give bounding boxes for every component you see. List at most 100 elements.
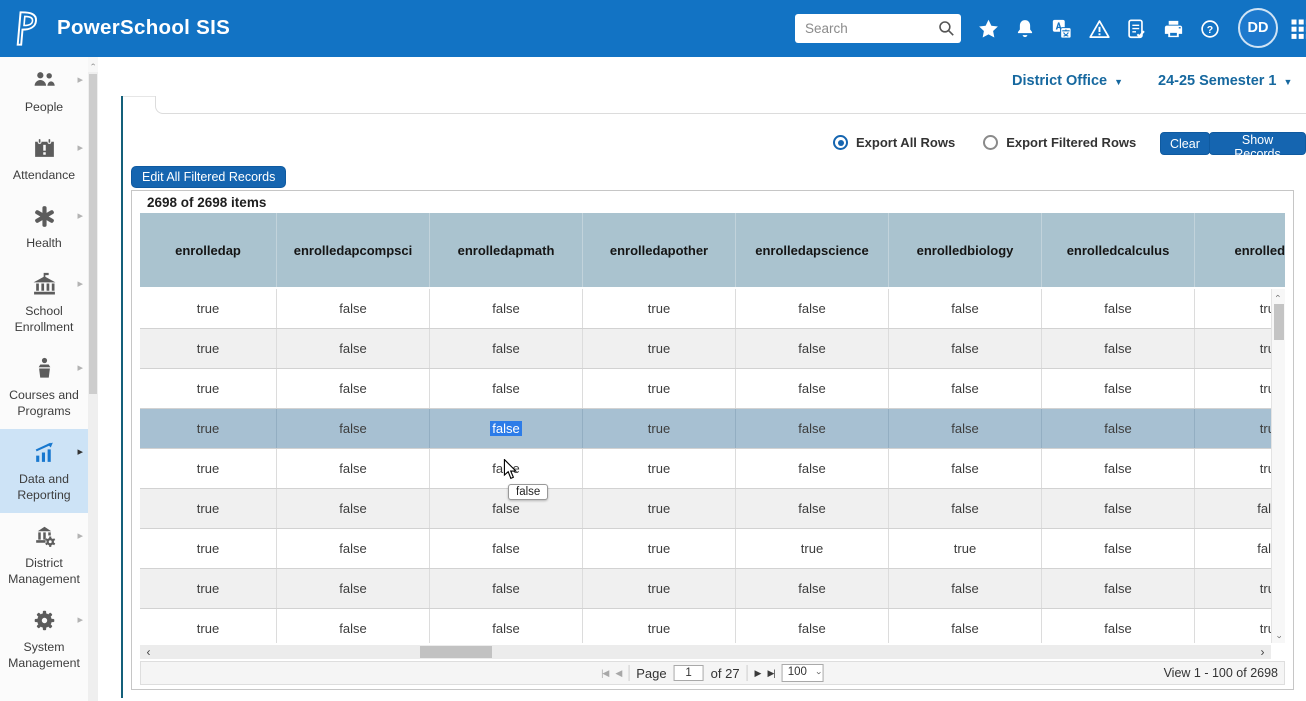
table-cell[interactable]: false xyxy=(1195,529,1271,568)
export-all-rows-radio[interactable]: Export All Rows xyxy=(833,135,955,150)
table-cell[interactable]: false xyxy=(277,609,430,643)
table-cell[interactable]: false xyxy=(430,529,583,568)
notifications-bell-icon[interactable] xyxy=(1013,16,1037,42)
scroll-down-icon[interactable]: ‹ xyxy=(1273,635,1284,638)
table-cell[interactable]: false xyxy=(1042,449,1195,488)
table-cell[interactable]: false xyxy=(430,369,583,408)
table-row[interactable]: truefalsefalsetruefalsefalsefalsetrue xyxy=(140,329,1271,369)
table-cell[interactable]: false xyxy=(277,289,430,328)
sidebar-item-school-enrollment[interactable]: ▸ School Enrollment xyxy=(0,261,88,345)
table-row[interactable]: truefalsefalsetruefalsefalsefalsetrue xyxy=(140,289,1271,329)
table-row[interactable]: truefalsefalsetruefalsefalsefalsetrue xyxy=(140,409,1271,449)
table-cell[interactable]: false xyxy=(736,449,889,488)
table-cell[interactable]: true xyxy=(140,489,277,528)
edit-all-filtered-records-button[interactable]: Edit All Filtered Records xyxy=(131,166,287,188)
favorites-star-icon[interactable] xyxy=(976,16,1000,42)
table-cell[interactable]: true xyxy=(583,289,736,328)
table-cell[interactable]: false xyxy=(277,489,430,528)
table-cell[interactable]: false xyxy=(889,609,1042,643)
column-header-enrolledap[interactable]: enrolledap xyxy=(140,213,277,287)
table-cell[interactable]: false xyxy=(736,609,889,643)
table-cell[interactable]: false xyxy=(889,569,1042,608)
table-cell[interactable]: true xyxy=(140,609,277,643)
table-cell[interactable]: true xyxy=(583,529,736,568)
table-cell[interactable]: false xyxy=(1042,289,1195,328)
table-cell[interactable]: false xyxy=(736,329,889,368)
scroll-up-icon[interactable]: ‹ xyxy=(1273,294,1284,297)
table-row[interactable]: truefalsefalsetruetruetruefalsefalse xyxy=(140,529,1271,569)
table-cell[interactable]: false xyxy=(1042,489,1195,528)
sidebar-item-district-management[interactable]: ▸ District Management xyxy=(0,513,88,597)
table-cell[interactable]: true xyxy=(140,369,277,408)
next-page-button[interactable]: ▶ xyxy=(754,667,762,678)
grid-vertical-scrollbar[interactable]: ‹ ‹ xyxy=(1271,289,1285,643)
table-cell[interactable]: false xyxy=(277,329,430,368)
table-cell[interactable]: true xyxy=(140,449,277,488)
table-cell[interactable]: false xyxy=(736,569,889,608)
column-header-enrolledche[interactable]: enrolledche xyxy=(1195,213,1285,287)
radio-unselected-icon[interactable] xyxy=(983,135,999,150)
table-cell[interactable]: true xyxy=(583,489,736,528)
table-cell[interactable]: false xyxy=(430,609,583,643)
table-cell[interactable]: false xyxy=(430,289,583,328)
translate-icon[interactable] xyxy=(1050,16,1074,42)
table-cell[interactable]: false xyxy=(889,449,1042,488)
table-cell[interactable]: true xyxy=(583,409,736,448)
table-row[interactable]: truefalsefalsetruefalsefalsefalsetrue xyxy=(140,569,1271,609)
apps-grid-icon[interactable] xyxy=(1289,17,1306,46)
radio-selected-icon[interactable] xyxy=(833,135,848,150)
horizontal-scrollbar-thumb[interactable] xyxy=(420,646,492,658)
table-cell[interactable]: true xyxy=(140,329,277,368)
table-cell[interactable]: false xyxy=(1042,329,1195,368)
table-cell[interactable]: true xyxy=(1195,289,1271,328)
alerts-warning-icon[interactable] xyxy=(1087,16,1111,42)
sidebar-item-attendance[interactable]: ▸ Attendance xyxy=(0,125,88,193)
table-cell[interactable]: false xyxy=(430,489,583,528)
grid-horizontal-scrollbar[interactable]: ‹ › xyxy=(140,645,1271,659)
table-cell[interactable]: false xyxy=(1042,529,1195,568)
table-cell[interactable]: true xyxy=(1195,569,1271,608)
table-cell[interactable]: true xyxy=(1195,329,1271,368)
table-cell[interactable]: true xyxy=(1195,409,1271,448)
last-page-button[interactable]: ▶| xyxy=(767,667,775,678)
clear-button[interactable]: Clear xyxy=(1160,132,1210,155)
table-cell[interactable]: false xyxy=(1042,409,1195,448)
column-header-enrolledapcompsci[interactable]: enrolledapcompsci xyxy=(277,213,430,287)
show-records-button[interactable]: Show Records xyxy=(1209,132,1306,161)
reports-check-icon[interactable] xyxy=(1124,16,1148,42)
table-cell[interactable]: false xyxy=(277,529,430,568)
page-number-input[interactable] xyxy=(673,665,704,681)
column-header-enrolledapmath[interactable]: enrolledapmath xyxy=(430,213,583,287)
sidebar-item-people[interactable]: ▸ People xyxy=(0,57,88,125)
term-selector[interactable]: 24-25 Semester 1 ▼ xyxy=(1158,73,1293,89)
table-cell[interactable]: true xyxy=(140,569,277,608)
search-input[interactable] xyxy=(795,14,961,43)
search-icon[interactable] xyxy=(937,19,956,43)
table-cell[interactable]: false xyxy=(430,409,583,448)
table-cell[interactable]: false xyxy=(736,369,889,408)
sidebar-scrollbar[interactable]: ‹ xyxy=(88,57,98,701)
table-cell[interactable]: true xyxy=(140,289,277,328)
table-cell[interactable]: false xyxy=(736,489,889,528)
table-cell[interactable]: true xyxy=(1195,609,1271,643)
sidebar-item-courses-and-programs[interactable]: ▸ Courses and Programs xyxy=(0,345,88,429)
column-header-enrolledapscience[interactable]: enrolledapscience xyxy=(736,213,889,287)
user-avatar[interactable]: DD xyxy=(1238,8,1278,48)
table-cell[interactable]: true xyxy=(583,569,736,608)
first-page-button[interactable]: |◀ xyxy=(601,667,609,678)
school-selector[interactable]: District Office ▼ xyxy=(1012,73,1124,89)
table-cell[interactable]: true xyxy=(583,609,736,643)
table-cell[interactable]: true xyxy=(583,329,736,368)
column-header-enrolledapother[interactable]: enrolledapother xyxy=(583,213,736,287)
table-cell[interactable]: false xyxy=(736,409,889,448)
sidebar-item-system-management[interactable]: ▸ System Management xyxy=(0,597,88,681)
table-cell[interactable]: false xyxy=(889,329,1042,368)
sidebar-item-health[interactable]: ▸ Health xyxy=(0,193,88,261)
column-header-enrolledcalculus[interactable]: enrolledcalculus xyxy=(1042,213,1195,287)
table-cell[interactable]: false xyxy=(1042,369,1195,408)
sidebar-scrollbar-thumb[interactable] xyxy=(89,74,97,394)
table-cell[interactable]: true xyxy=(1195,449,1271,488)
vertical-scrollbar-thumb[interactable] xyxy=(1274,304,1284,340)
table-cell[interactable]: false xyxy=(889,369,1042,408)
page-size-select[interactable]: 100 ‹ xyxy=(781,664,824,682)
